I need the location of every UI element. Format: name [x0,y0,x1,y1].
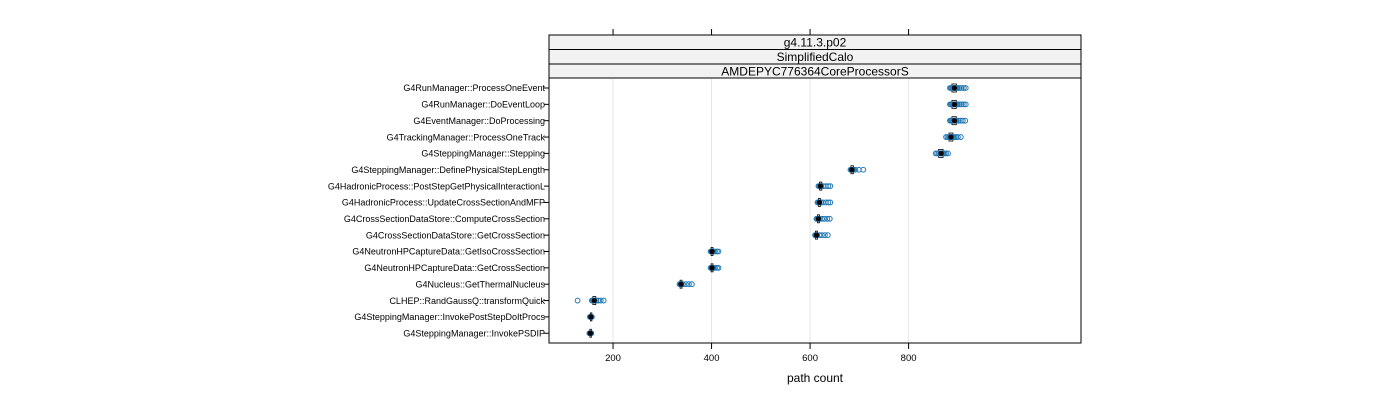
category-points [815,181,834,191]
category-points [947,83,969,93]
data-point [600,297,607,304]
data-point [597,297,604,304]
category-label: G4SteppingManager::InvokePSDIP [403,328,545,338]
category-points [947,99,969,109]
category-label: CLHEP::RandGaussQ::transformQuick [389,296,545,306]
category-label: G4CrossSectionDataStore::ComputeCrossSec… [344,214,545,224]
x-axis-title: path count [787,371,844,385]
median-point [948,134,954,140]
data-point [826,215,833,222]
category-points [707,247,722,256]
category-points [574,296,607,305]
category-label: G4SteppingManager::InvokePostStepDoItPro… [354,312,545,322]
strip-1-label: g4.11.3.p02 [784,36,847,50]
category-label: G4RunManager::ProcessOneEvent [403,83,545,93]
median-point [849,167,855,173]
plot-frame [548,34,1082,344]
median-point [815,216,822,222]
median-point [816,199,823,206]
data-point [962,85,969,91]
data-point [715,248,722,255]
data-point [824,232,831,239]
median-point [813,232,820,238]
median-point [709,265,715,271]
category-points [707,263,722,273]
category-points [586,328,595,338]
median-point [951,101,958,107]
category-label: G4HadronicProcess::PostStepGetPhysicalIn… [328,181,545,191]
x-tick-label: 400 [704,353,720,364]
strip-3-label: AMDEPYC776364CoreProcessorS [721,65,908,79]
data-point [958,101,965,108]
data-point [825,199,832,206]
category-points [947,116,969,126]
data-point [825,183,832,190]
data-point [860,166,867,173]
category-points [932,148,951,158]
data-point [956,85,963,91]
category-label: G4NeutronHPCaptureData::GetIsoCrossSecti… [352,247,545,257]
category-points [812,230,831,240]
data-point [958,85,965,91]
strip-2-label: SimplifiedCalo [777,50,854,64]
category-label: G4CrossSectionDataStore::GetCrossSection [366,230,545,240]
category-label: G4Nucleus::GetThermalNucleus [415,279,545,289]
plot-background [549,78,1081,343]
category-points [943,132,964,142]
data-point [685,281,692,288]
data-point [827,199,834,206]
median-point [951,118,958,124]
data-point [960,85,967,91]
category-points [813,214,833,224]
data-point [821,215,828,222]
data-point [945,150,951,157]
data-point [962,117,969,124]
median-point [588,314,594,320]
median-point [951,85,958,91]
category-label: G4TrackingManager::ProcessOneTrack [387,132,546,142]
x-tick-label: 600 [802,353,818,364]
median-point [678,281,684,287]
data-point [959,117,966,124]
category-points [814,198,834,207]
data-point [956,101,963,108]
data-point [954,134,961,140]
data-point [827,183,834,190]
category-label: G4SteppingManager::Stepping [421,149,545,159]
x-tick-label: 200 [605,353,621,364]
median-point [817,183,824,189]
data-point [715,264,722,271]
data-point [960,101,967,108]
x-tick-label: 800 [901,353,917,364]
category-points [847,165,867,175]
data-point [824,215,831,222]
data-point [574,297,581,304]
data-point [818,232,825,239]
median-point [938,150,944,156]
data-point [688,281,695,288]
median-point [709,248,715,255]
median-point [587,330,593,336]
category-label: G4NeutronHPCaptureData::GetCrossSection [364,263,545,273]
data-point [957,134,964,140]
category-label: G4HadronicProcess::UpdateCrossSectionAnd… [342,198,545,208]
category-points [676,279,695,289]
data-point [821,232,828,239]
category-label: G4EventManager::DoProcessing [413,116,545,126]
data-point [962,101,969,108]
category-label: G4SteppingManager::DefinePhysicalStepLen… [351,165,545,175]
category-points [586,312,595,322]
median-point [591,297,597,304]
category-label: G4RunManager::DoEventLoop [421,100,545,110]
